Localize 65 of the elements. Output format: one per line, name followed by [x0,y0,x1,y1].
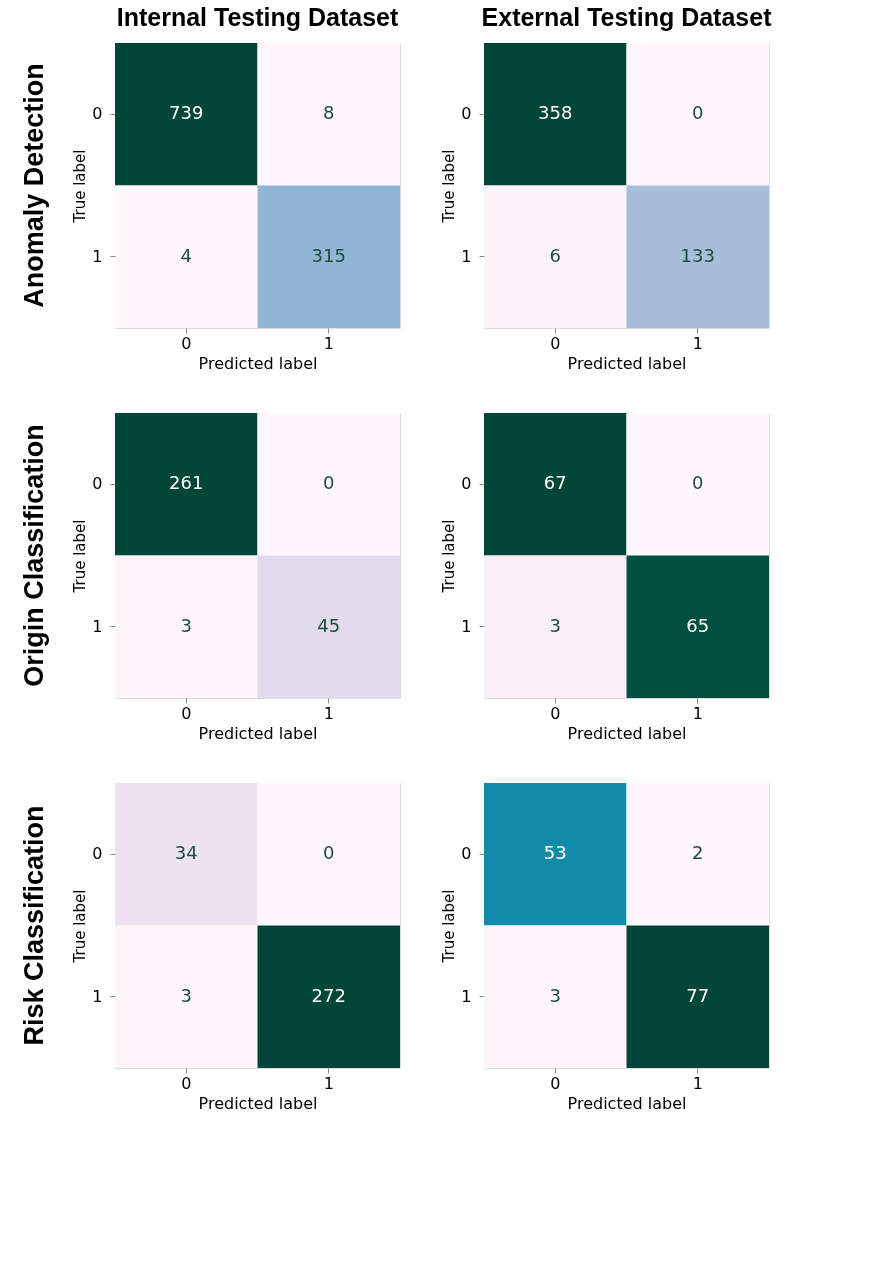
y-tick-label: 1 [461,986,472,1006]
y-tick-label: 1 [92,986,103,1006]
y-tick-label: 1 [92,246,103,266]
data-label: 65 [686,614,710,636]
y-axis-title: True label [71,519,90,594]
x-tick-label: 0 [550,1073,561,1093]
data-label: 3 [549,984,561,1006]
data-label: 0 [323,472,335,494]
x-tick-label: 0 [181,333,192,353]
data-label: 3 [180,614,192,636]
data-label: 45 [317,614,341,636]
data-label: 0 [692,472,704,494]
y-axis-title: True label [440,889,459,964]
text: Anomaly Detection [19,63,49,308]
y-tick-label: 1 [461,616,472,636]
y-axis-title: True label [440,149,459,224]
data-label: 77 [686,984,710,1006]
y-tick-label: 0 [461,844,472,864]
x-axis-title: Predicted label [198,723,318,743]
data-label: 739 [169,102,204,124]
x-tick-label: 0 [181,703,192,723]
y-tick-label: 0 [92,844,103,864]
y-tick-label: 1 [92,616,103,636]
x-axis-title: Predicted label [567,723,687,743]
data-label: 8 [323,102,335,124]
x-tick-label: 1 [323,333,334,353]
y-axis-title: True label [71,149,90,224]
data-label: 358 [538,102,573,124]
y-axis-title: True label [440,519,459,594]
data-label: 0 [692,102,704,124]
data-label: 2 [692,842,704,864]
y-tick-label: 0 [461,104,472,124]
y-tick-label: 0 [92,104,103,124]
x-tick-label: 1 [692,1073,703,1093]
y-tick-label: 0 [461,474,472,494]
data-label: 315 [311,244,346,266]
y-tick-label: 0 [92,474,103,494]
y-tick-label: 1 [461,246,472,266]
data-label: 3 [180,984,192,1006]
x-tick-label: 1 [692,333,703,353]
x-tick-label: 0 [550,703,561,723]
data-label: 272 [311,984,346,1006]
y-axis-title: True label [71,889,90,964]
data-label: 6 [549,244,561,266]
text: Origin Classification [19,424,49,687]
chart-title: Internal Testing Dataset [116,3,399,31]
data-label: 133 [680,244,715,266]
x-axis-title: Predicted label [198,353,318,373]
x-tick-label: 0 [550,333,561,353]
data-label: 3 [549,614,561,636]
data-label: 53 [543,842,567,864]
data-label: 261 [169,472,204,494]
data-label: 0 [323,842,335,864]
data-label: 67 [543,472,567,494]
x-tick-label: 1 [692,703,703,723]
chart-title: External Testing Dataset [481,3,773,31]
x-tick-label: 1 [323,1073,334,1093]
data-label: 4 [180,244,192,266]
x-axis-title: Predicted label [567,353,687,373]
text: Risk Classification [19,805,49,1046]
x-axis-title: Predicted label [567,1093,687,1113]
data-label: 34 [174,842,198,864]
x-tick-label: 1 [323,703,334,723]
x-axis-title: Predicted label [198,1093,318,1113]
x-tick-label: 0 [181,1073,192,1093]
